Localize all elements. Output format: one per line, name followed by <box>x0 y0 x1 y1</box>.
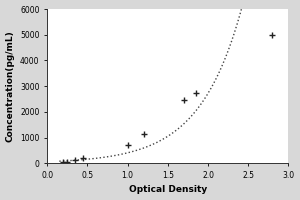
Y-axis label: Concentration(pg/mL): Concentration(pg/mL) <box>6 30 15 142</box>
X-axis label: Optical Density: Optical Density <box>129 185 207 194</box>
